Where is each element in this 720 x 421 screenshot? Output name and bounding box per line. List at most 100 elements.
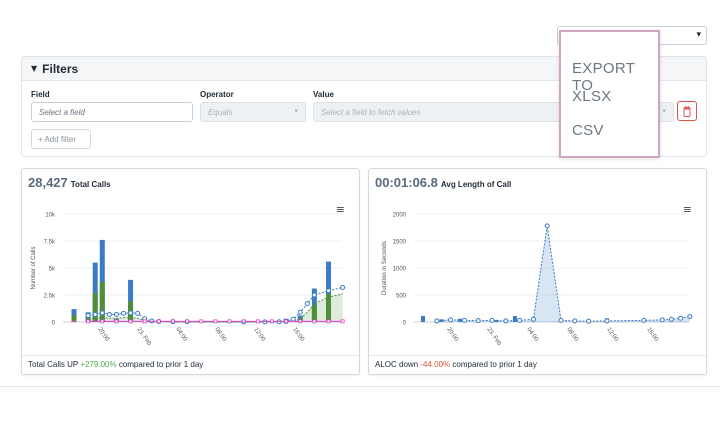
operator-select[interactable]: Equals ▾ xyxy=(200,102,306,122)
operator-label: Operator xyxy=(200,90,234,99)
aloc-value: 00:01:06.8 xyxy=(375,175,438,190)
data-point xyxy=(312,319,317,324)
data-point xyxy=(340,284,346,290)
card-footer: ALOC down -44.00% compared to prior 1 da… xyxy=(369,355,706,373)
data-point xyxy=(213,319,218,324)
footer-suffix: compared to prior 1 day xyxy=(450,360,537,369)
card-heading: 28,427 Total Calls xyxy=(28,175,111,190)
data-point xyxy=(558,317,564,323)
bar xyxy=(71,315,77,322)
data-point xyxy=(106,311,112,317)
filters-title: Filters xyxy=(42,61,79,76)
data-point xyxy=(434,318,440,324)
y-tick-label: 10k xyxy=(45,213,56,219)
aloc-chart: 0 500 1000 1500 2000 Duration in Seconds 20:00… xyxy=(382,213,693,347)
data-point xyxy=(199,319,204,324)
x-tick-label: 20:00 xyxy=(445,327,459,343)
bar xyxy=(71,309,77,322)
export-csv-option[interactable]: CSV xyxy=(572,122,604,139)
export-xlsx-option[interactable]: XLSX xyxy=(572,88,612,105)
add-filter-button[interactable]: + Add filter xyxy=(31,129,91,149)
x-tick-label: 04:00 xyxy=(174,327,188,343)
data-point xyxy=(678,315,684,321)
data-point xyxy=(100,319,105,324)
data-point xyxy=(572,318,578,324)
bar xyxy=(99,282,105,322)
divider xyxy=(0,386,720,387)
operator-placeholder: Equals xyxy=(208,108,233,117)
x-tick-label: 23. Feb xyxy=(135,327,152,348)
delete-filter-button[interactable] xyxy=(677,101,697,121)
field-select[interactable]: Select a field xyxy=(31,102,193,122)
data-point xyxy=(298,319,303,324)
x-tick-label: 04:00 xyxy=(525,327,539,343)
bar xyxy=(92,262,98,322)
data-point xyxy=(517,317,523,323)
y-tick-label: 500 xyxy=(396,294,407,300)
data-point xyxy=(641,317,647,323)
data-point xyxy=(290,316,296,322)
data-point xyxy=(128,310,134,316)
bar xyxy=(513,316,517,322)
data-point xyxy=(99,310,105,316)
data-point xyxy=(475,318,481,324)
data-point xyxy=(326,319,331,324)
y-tick-label: 0 xyxy=(403,321,407,327)
data-point xyxy=(668,316,674,322)
data-point xyxy=(311,292,317,298)
data-point xyxy=(326,288,332,294)
data-point xyxy=(270,319,274,324)
x-tick-label: 12:00 xyxy=(605,327,619,343)
data-point xyxy=(659,317,665,323)
data-point xyxy=(92,311,98,317)
data-point xyxy=(544,223,550,229)
x-tick-label: 08:00 xyxy=(565,327,579,343)
x-tick-label: 12:00 xyxy=(252,327,266,343)
y-tick-label: 2000 xyxy=(393,213,407,219)
data-point xyxy=(255,319,260,324)
x-tick-label: 20:00 xyxy=(96,327,110,343)
chevron-down-icon: ▾ xyxy=(696,30,701,40)
bar xyxy=(128,279,134,322)
area-fill xyxy=(436,225,690,322)
bar xyxy=(311,288,317,322)
footer-prefix: ALOC down xyxy=(375,360,421,369)
y-tick-label: 0 xyxy=(52,321,56,327)
data-point xyxy=(262,319,268,325)
data-point xyxy=(284,319,289,324)
y-axis-label: Number of Calls xyxy=(31,246,37,289)
bar xyxy=(457,318,462,322)
x-tick-label: 08:00 xyxy=(213,327,227,343)
data-point xyxy=(503,318,509,324)
y-tick-label: 1000 xyxy=(393,267,407,273)
chart-menu-icon[interactable]: ≡ xyxy=(682,203,692,216)
field-placeholder: Select a field xyxy=(39,108,85,117)
data-point xyxy=(241,319,246,324)
total-calls-value: 28,427 xyxy=(28,175,68,190)
total-calls-label: Total Calls xyxy=(70,180,111,189)
data-point xyxy=(128,319,133,324)
data-point xyxy=(227,319,232,324)
data-point xyxy=(156,319,161,324)
data-point xyxy=(586,318,592,324)
y-tick-label: 7.5k xyxy=(44,240,56,246)
value-label: Value xyxy=(313,90,334,99)
data-point xyxy=(135,310,141,316)
y-tick-label: 5k xyxy=(49,267,56,273)
data-point xyxy=(86,319,91,324)
total-calls-chart: 0 2.5k 5k 7.5k 10k Number of Calls 20:00 23. Fe… xyxy=(31,213,346,348)
aloc-label: Avg Length of Call xyxy=(440,180,512,189)
chevron-down-icon: ▾ xyxy=(662,107,666,115)
data-point xyxy=(297,309,303,315)
caret-down-icon: ▼ xyxy=(31,64,38,73)
chevron-down-icon: ▾ xyxy=(294,107,298,115)
data-point xyxy=(142,319,147,324)
chart-menu-icon[interactable]: ≡ xyxy=(335,203,345,216)
card-footer: Total Calls UP +279.00% compared to prio… xyxy=(22,355,359,373)
data-point xyxy=(185,319,190,324)
field-label: Field xyxy=(31,90,50,99)
export-menu: EXPORT TO XLSX CSV xyxy=(559,30,660,158)
bar xyxy=(311,305,317,322)
y-tick-label: 2.5k xyxy=(44,294,56,300)
